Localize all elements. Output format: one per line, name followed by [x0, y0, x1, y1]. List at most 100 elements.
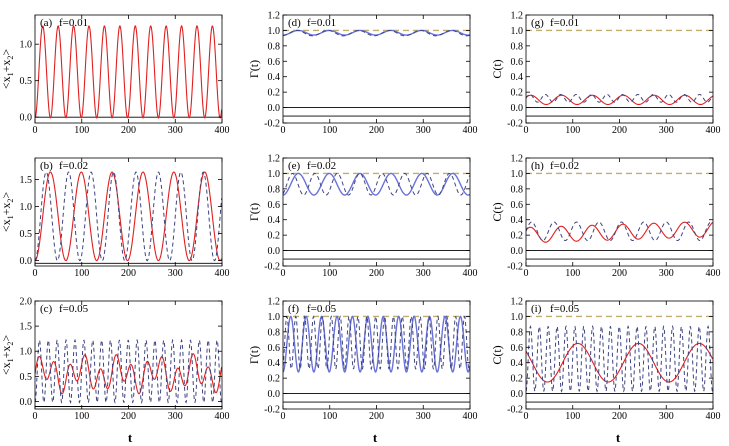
y-tick-label: 1.2: [511, 154, 524, 165]
plot-frame: [525, 300, 714, 410]
y-tick-label: -0.2: [264, 262, 280, 273]
panel-label: (g): [531, 17, 544, 29]
series-solid-line: [35, 171, 222, 262]
x-tick-label: 200: [612, 268, 627, 279]
y-tick-label: 1.0: [268, 26, 281, 37]
series-solid-line: [526, 221, 713, 243]
y-tick-label: 0.2: [268, 88, 281, 99]
plot-frame: [34, 14, 223, 124]
plot-frame: [282, 157, 471, 267]
x-tick-label: 100: [565, 125, 580, 136]
plot-frame: [525, 157, 714, 267]
y-tick-label: -0.2: [507, 262, 523, 273]
x-tick-label: 400: [215, 411, 230, 422]
y-tick-label: 0.0: [268, 246, 281, 257]
y-tick-label: 1.0: [20, 202, 33, 213]
panel-parameter: f=0.05: [307, 303, 337, 315]
panel-d: 0 100 200 300 400 -0.2 0.0 0.2 0.4 0.6 0.8 1.0 1.2 (d…: [247, 11, 478, 137]
panel-b: 0 100 200 300 400 0.0 0.5 1.0 1.5 (b) f=0.02 <x1+x2…: [0, 157, 230, 279]
x-tick-label: 300: [659, 268, 674, 279]
panel-label: (c): [40, 303, 53, 315]
panel-f: 0 100 200 300 400 -0.2 0.0 0.2 0.4 0.6 0.8 1.0 1.2 (f…: [247, 297, 478, 423]
y-tick-label: 0.2: [511, 231, 524, 242]
x-tick-label: 400: [706, 125, 721, 136]
y-tick-label: 0.8: [511, 184, 524, 195]
panel-label: (b): [40, 160, 53, 172]
x-tick-label: 100: [565, 268, 580, 279]
y-axis-label: Γ(t): [247, 60, 261, 78]
x-tick-label: 100: [322, 125, 337, 136]
series-solid-line: [526, 94, 713, 106]
x-tick-label: 200: [369, 125, 384, 136]
panel-parameter: f=0.05: [550, 303, 580, 315]
y-tick-label: 0.4: [268, 358, 281, 369]
x-tick-label: 100: [322, 411, 337, 422]
x-tick-label: 300: [659, 125, 674, 136]
y-tick-label: 0.6: [511, 343, 524, 354]
panel-g: 0 100 200 300 400 -0.2 0.0 0.2 0.4 0.6 0.8 1.0 1.2 (g…: [490, 11, 721, 137]
panel-parameter: f=0.01: [550, 17, 579, 29]
y-tick-label: 1.2: [511, 11, 524, 22]
plot-frame: [525, 14, 714, 124]
x-tick-label: 100: [74, 411, 89, 422]
y-axis-label: <x1+x2>: [0, 192, 15, 233]
panel-label: (i): [531, 303, 542, 315]
y-tick-label: 1.0: [20, 347, 33, 358]
x-tick-label: 300: [416, 411, 431, 422]
x-tick-label: 400: [463, 268, 478, 279]
x-tick-label: 0: [281, 411, 286, 422]
series-dashed-line: [35, 338, 222, 405]
y-tick-label: -0.2: [264, 405, 280, 416]
y-tick-label: 0.6: [268, 200, 281, 211]
series-dashed-line: [283, 29, 470, 37]
series-solid-line: [35, 25, 222, 119]
y-tick-label: 0.8: [268, 41, 281, 52]
y-tick-label: 1.0: [268, 169, 281, 180]
y-tick-label: 0.8: [511, 327, 524, 338]
y-axis-label-part: <x: [0, 219, 13, 232]
y-axis-label: Γ(t): [247, 346, 261, 364]
panel-parameter: f=0.01: [307, 17, 336, 29]
x-tick-label: 300: [416, 268, 431, 279]
x-tick-label: 300: [168, 411, 183, 422]
plot-frame: [282, 14, 471, 124]
y-tick-label: 1.5: [20, 175, 33, 186]
panel-a: 0 100 200 300 400 0.0 0.5 1.0 (a) f=0.01 <x1+x2>: [0, 14, 230, 136]
y-axis-label-part: 2: [6, 56, 15, 60]
panel-parameter: f=0.02: [59, 160, 88, 172]
y-tick-label: 0.0: [511, 246, 524, 257]
y-tick-label: -0.2: [264, 119, 280, 130]
x-tick-label: 400: [706, 411, 721, 422]
y-tick-label: 0.8: [268, 184, 281, 195]
y-axis-label-part: <x: [0, 362, 13, 375]
y-tick-label: 1.2: [268, 154, 281, 165]
x-tick-label: 200: [121, 268, 136, 279]
y-axis-label-part: 2: [6, 199, 15, 203]
y-tick-label: 0.5: [20, 76, 33, 87]
y-tick-label: 0.6: [268, 343, 281, 354]
series-solid-line: [283, 315, 470, 373]
series-dashed-line: [526, 221, 713, 242]
x-tick-label: 300: [168, 268, 183, 279]
y-axis-label-part: <x: [0, 76, 13, 89]
y-axis-label: C(t): [490, 202, 504, 221]
y-tick-label: 0.2: [268, 231, 281, 242]
y-tick-label: 1.0: [268, 312, 281, 323]
x-tick-label: 0: [33, 411, 38, 422]
x-tick-label: 0: [281, 268, 286, 279]
x-tick-label: 400: [463, 411, 478, 422]
x-tick-label: 0: [33, 125, 38, 136]
y-tick-label: 0.0: [20, 397, 33, 408]
y-tick-label: 0.5: [20, 229, 33, 240]
y-tick-label: 0.0: [20, 256, 33, 267]
x-tick-label: 0: [33, 268, 38, 279]
x-tick-label: 300: [168, 125, 183, 136]
y-tick-label: 0.2: [511, 88, 524, 99]
y-tick-label: 1.2: [268, 297, 281, 308]
y-tick-label: 1.2: [511, 297, 524, 308]
y-tick-label: 0.2: [268, 374, 281, 385]
y-axis-label: C(t): [490, 59, 504, 78]
panel-h: 0 100 200 300 400 -0.2 0.0 0.2 0.4 0.6 0.8 1.0 1.2 (h…: [490, 154, 721, 280]
y-axis-label-part: 1: [6, 215, 15, 219]
